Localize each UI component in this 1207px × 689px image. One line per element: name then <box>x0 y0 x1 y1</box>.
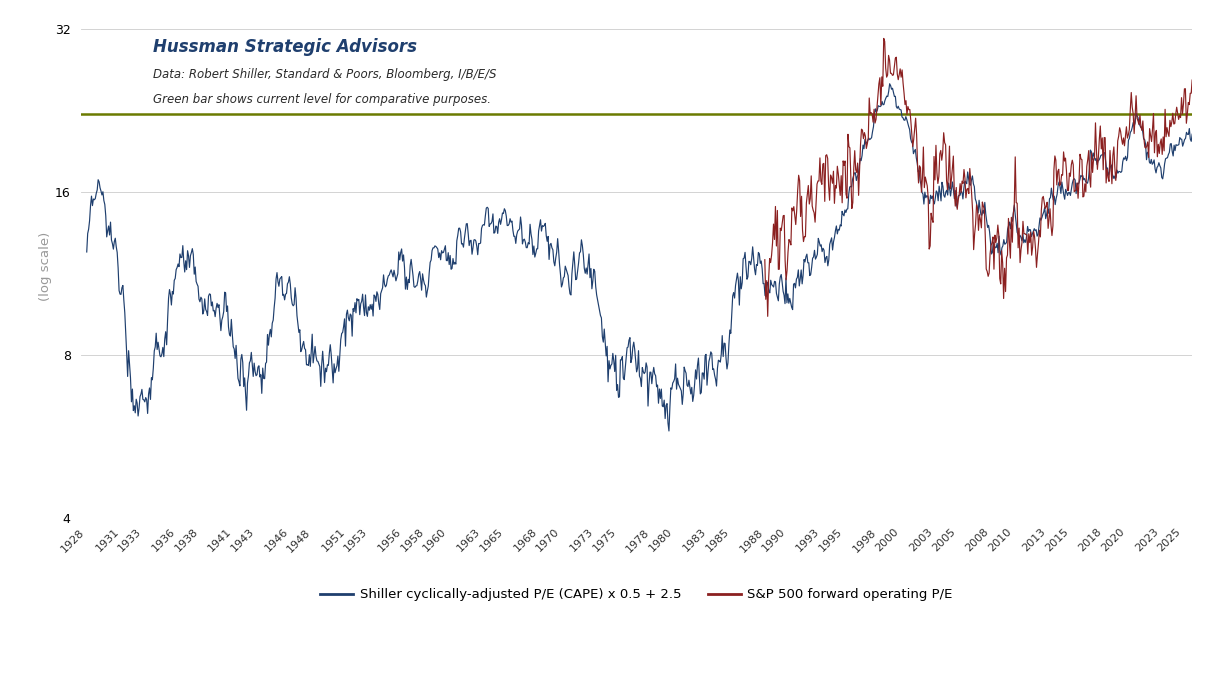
Y-axis label: (log scale): (log scale) <box>39 232 52 301</box>
Text: Hussman Strategic Advisors: Hussman Strategic Advisors <box>153 38 418 56</box>
Legend: Shiller cyclically-adjusted P/E (CAPE) x 0.5 + 2.5, S&P 500 forward operating P/: Shiller cyclically-adjusted P/E (CAPE) x… <box>315 583 958 607</box>
Text: Green bar shows current level for comparative purposes.: Green bar shows current level for compar… <box>153 93 491 106</box>
Text: Data: Robert Shiller, Standard & Poors, Bloomberg, I/B/E/S: Data: Robert Shiller, Standard & Poors, … <box>153 68 497 81</box>
